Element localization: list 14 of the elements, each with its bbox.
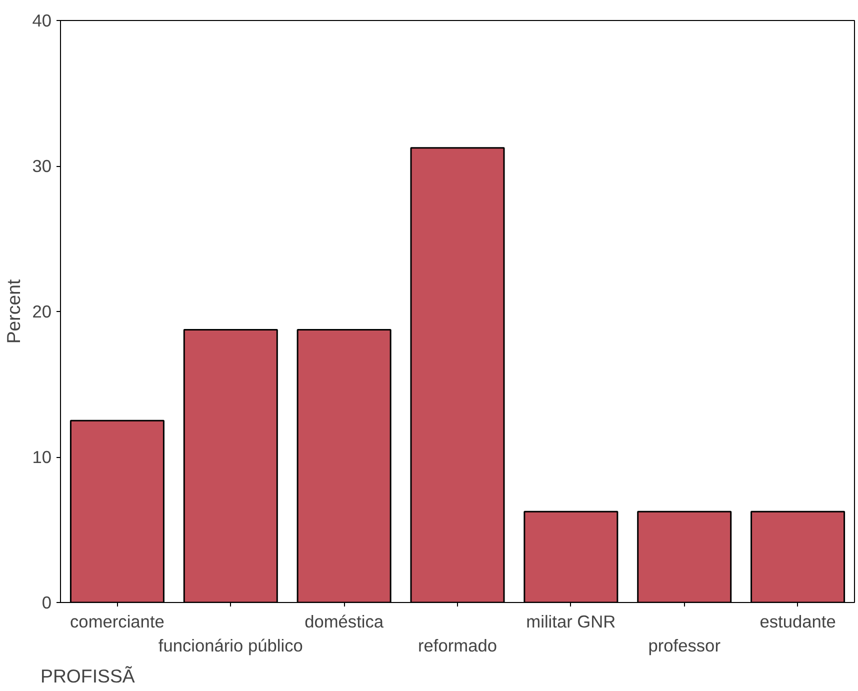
x-tick-label: comerciante bbox=[70, 612, 164, 632]
y-tick-label: 40 bbox=[32, 10, 52, 30]
y-tick-label: 0 bbox=[42, 592, 52, 612]
x-axis-title: PROFISSÃ bbox=[40, 666, 136, 686]
x-tick-label: funcionário público bbox=[158, 636, 303, 656]
x-tick-label: militar GNR bbox=[526, 612, 616, 632]
x-tick-label: estudante bbox=[760, 612, 836, 632]
y-axis-title: Percent bbox=[3, 278, 24, 344]
y-tick-label: 10 bbox=[32, 447, 52, 467]
x-tick-label: professor bbox=[648, 636, 721, 656]
y-tick-label: 20 bbox=[32, 302, 52, 322]
y-tick-label: 30 bbox=[32, 156, 52, 176]
x-tick-label: doméstica bbox=[304, 612, 384, 632]
x-tick-label: reformado bbox=[418, 636, 497, 656]
